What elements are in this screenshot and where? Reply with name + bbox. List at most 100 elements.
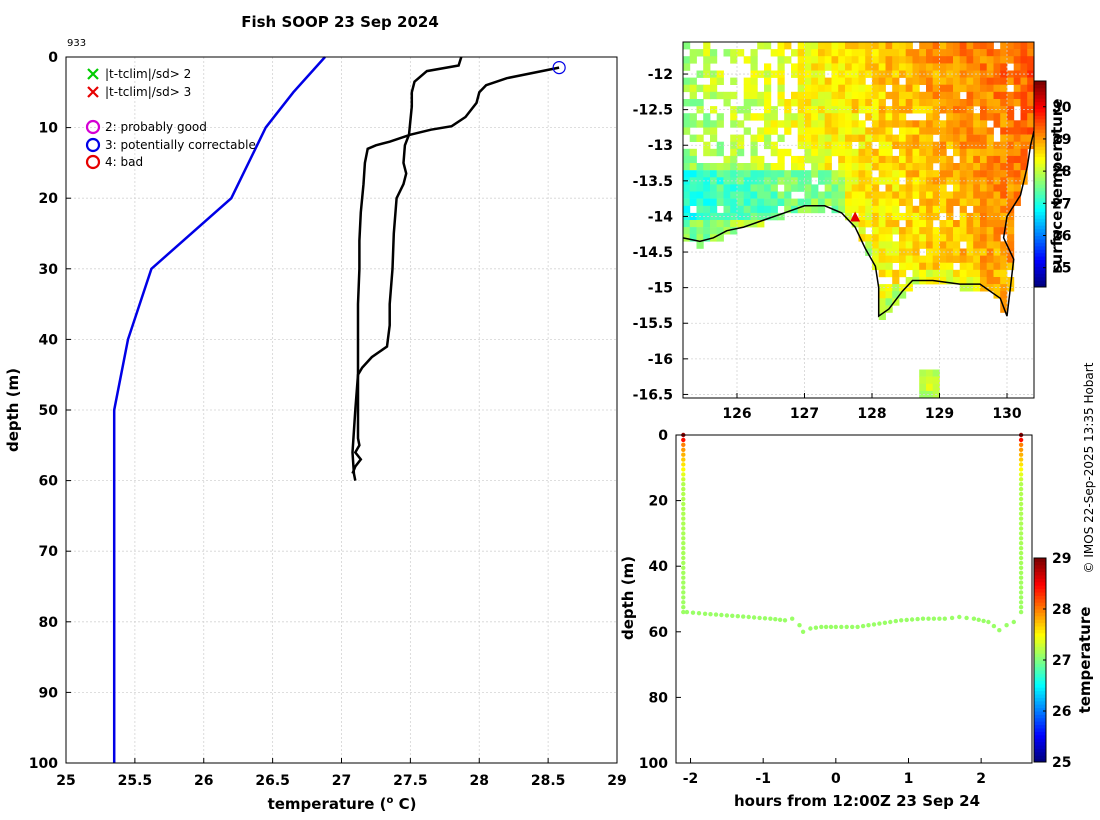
sst-cell <box>851 170 859 178</box>
sst-cell <box>966 155 974 164</box>
sst-cell <box>953 42 961 50</box>
sst-cell <box>912 205 920 214</box>
sst-cell <box>703 91 711 100</box>
sst-cell <box>973 99 981 107</box>
sst-cell <box>905 234 913 242</box>
sst-cell <box>696 99 704 107</box>
sst-cell <box>811 198 819 206</box>
sst-cell <box>858 84 866 93</box>
sst-cell <box>743 99 751 107</box>
sst-cell <box>892 42 900 50</box>
colorbar-segment <box>1034 564 1046 569</box>
sst-cell <box>845 191 853 199</box>
sst-cell <box>993 63 1001 71</box>
sst-cell <box>689 56 697 64</box>
sst-cell <box>892 77 900 85</box>
sst-cell <box>912 120 920 128</box>
section-point <box>681 609 686 615</box>
x-tick-label: 2 <box>976 771 986 787</box>
sst-cell <box>811 49 819 57</box>
sst-cell <box>865 220 873 228</box>
sst-cell <box>683 155 691 164</box>
sst-cell <box>878 163 886 171</box>
sst-cell <box>1013 42 1021 50</box>
section-point <box>937 616 942 621</box>
sst-cell <box>764 198 772 206</box>
section-point <box>684 609 690 615</box>
sst-cell <box>919 383 927 392</box>
colorbar-segment <box>1034 619 1046 624</box>
sst-cell <box>797 84 805 93</box>
colorbar-tick-label: 30 <box>1052 100 1072 116</box>
sst-cell <box>966 198 974 206</box>
colorbar-segment <box>1034 204 1046 209</box>
section-point <box>1018 472 1024 477</box>
section-point <box>981 618 986 624</box>
sst-cell <box>818 177 826 185</box>
section-point <box>1018 531 1024 536</box>
sst-cell <box>993 99 1001 107</box>
sst-cell <box>797 170 805 178</box>
profile-x-label: temperature (o C) <box>268 795 417 813</box>
section-point <box>1018 546 1024 551</box>
sst-cell <box>885 234 893 242</box>
sst-cell <box>824 49 832 57</box>
colorbar-segment <box>1034 724 1046 729</box>
sst-cell <box>878 305 886 313</box>
sst-cell <box>946 248 954 256</box>
sst-cell <box>878 141 886 150</box>
section-point <box>1018 442 1024 447</box>
sst-cell <box>703 127 711 135</box>
sst-cell <box>980 277 988 285</box>
sst-cell <box>878 212 886 221</box>
section-point <box>681 506 686 511</box>
sst-cell <box>973 269 981 278</box>
sst-cell <box>885 49 893 57</box>
sst-cell <box>804 155 812 164</box>
sst-cell <box>750 63 758 71</box>
sst-cell <box>845 42 853 50</box>
sst-cell <box>1007 191 1015 199</box>
sst-cell <box>966 248 974 256</box>
sst-cell <box>899 70 907 78</box>
sst-cell <box>1007 198 1015 206</box>
sst-cell <box>966 191 974 199</box>
sst-cell <box>912 269 920 278</box>
sst-cell <box>710 91 718 100</box>
sst-cell <box>865 63 873 71</box>
section-point <box>1018 600 1024 605</box>
sst-cell <box>710 170 718 178</box>
sst-cell <box>696 49 704 57</box>
sst-cell <box>737 220 745 228</box>
sst-cell <box>946 155 954 164</box>
sst-cell <box>946 91 954 100</box>
sst-cell <box>1020 148 1028 157</box>
sst-cell <box>966 56 974 64</box>
sst-cell <box>716 91 724 100</box>
colorbar-segment <box>1034 256 1046 261</box>
sst-cell <box>932 191 940 199</box>
sst-cell <box>764 120 772 128</box>
sst-cell <box>784 191 792 199</box>
sst-cell <box>973 163 981 171</box>
sst-cell <box>932 148 940 157</box>
sst-cell <box>885 127 893 135</box>
sst-cell <box>865 99 873 107</box>
sst-cell <box>710 106 718 114</box>
colorbar-segment <box>1034 283 1046 288</box>
colorbar-segment <box>1034 187 1046 192</box>
sst-cell <box>899 248 907 256</box>
section-point <box>1018 565 1024 570</box>
sst-cell <box>723 163 731 171</box>
sst-cell <box>710 205 718 214</box>
sst-cell <box>730 49 738 57</box>
sst-cell <box>1000 269 1008 278</box>
section-axes-box <box>675 434 1033 764</box>
section-point <box>1018 452 1024 457</box>
sst-cell <box>905 212 913 221</box>
sst-cell <box>858 56 866 64</box>
sst-cell <box>743 77 751 85</box>
sst-cell <box>845 84 853 93</box>
sst-cell <box>851 120 859 128</box>
colorbar-segment <box>1034 235 1046 240</box>
